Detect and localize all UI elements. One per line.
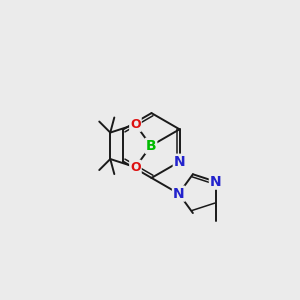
Text: B: B xyxy=(146,139,156,153)
Text: N: N xyxy=(174,155,185,169)
Text: N: N xyxy=(173,187,184,201)
Text: N: N xyxy=(210,175,221,189)
Text: O: O xyxy=(130,161,141,174)
Text: O: O xyxy=(130,118,141,131)
